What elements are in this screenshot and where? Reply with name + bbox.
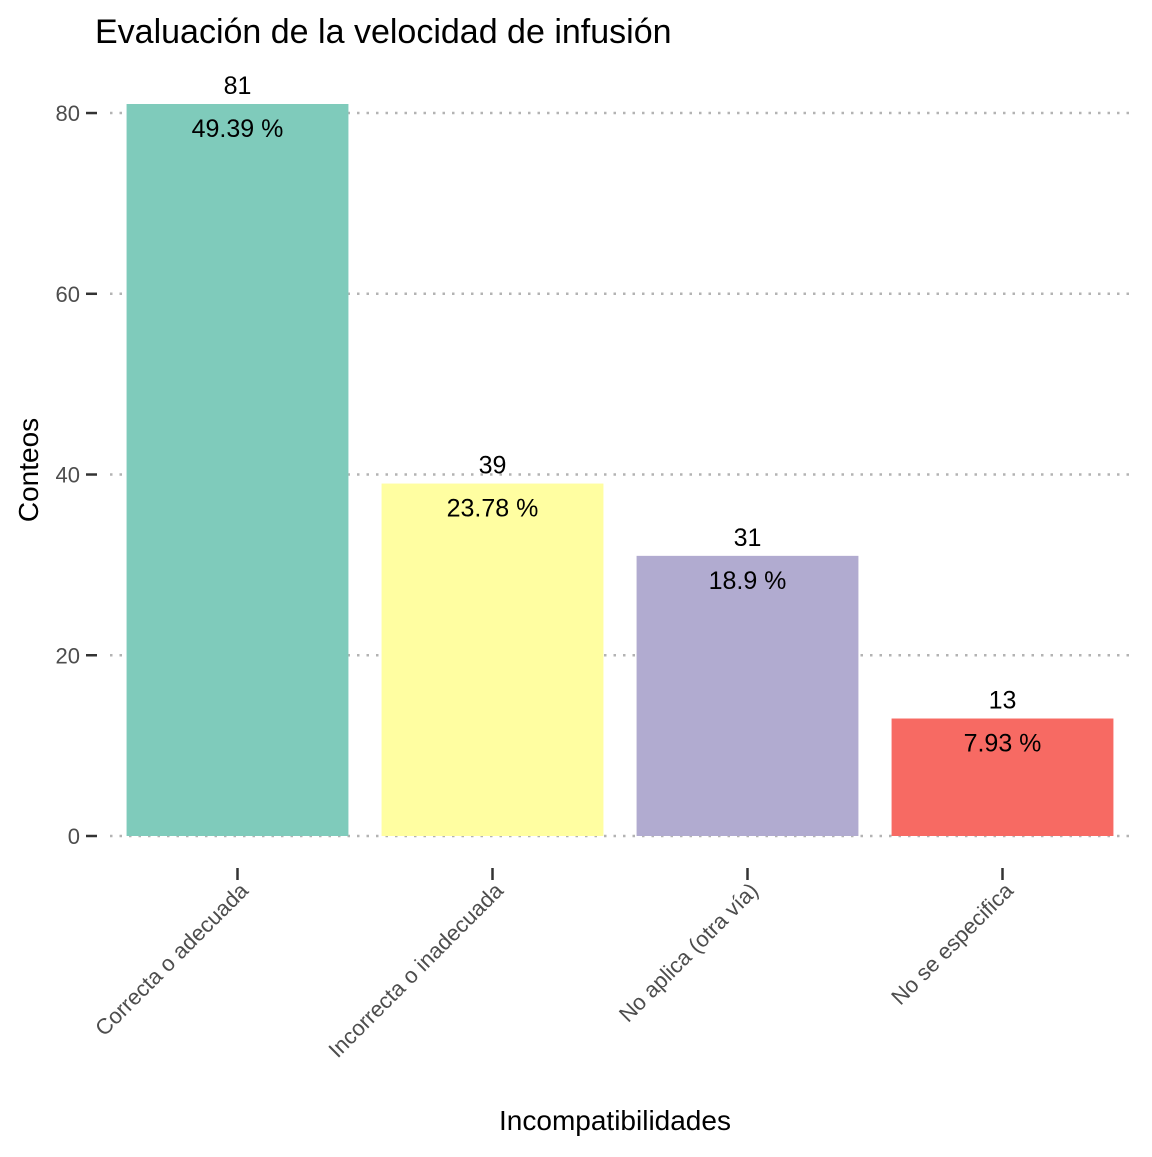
x-tick-label: Correcta o adecuada (90, 877, 254, 1041)
y-axis: 0 20 40 60 80 (56, 101, 97, 849)
y-tick-label: 40 (56, 463, 80, 488)
bar-percent-label: 49.39 % (192, 115, 284, 143)
bar (636, 555, 859, 836)
bar-value-label: 13 (989, 687, 1017, 715)
x-tick-label: No aplica (otra vía) (614, 878, 763, 1027)
bar (891, 718, 1114, 836)
x-tick-label: Incorrecta o inadecuada (323, 877, 508, 1062)
bar (126, 104, 349, 836)
y-tick-label: 60 (56, 282, 80, 307)
bar-value-label: 31 (734, 524, 762, 552)
x-tick-label: No se especifica (886, 877, 1018, 1009)
bar-value-label: 81 (224, 72, 252, 100)
bars (126, 104, 1114, 836)
chart-title: Evaluación de la velocidad de infusión (95, 13, 672, 51)
x-axis: Correcta o adecuada Incorrecta o inadecua… (90, 868, 1019, 1062)
x-axis-title: Incompatibilidades (499, 1105, 731, 1136)
bar (381, 483, 604, 836)
y-tick-label: 0 (68, 824, 80, 849)
y-tick-label: 80 (56, 101, 80, 126)
bar-value-label: 39 (479, 452, 507, 480)
y-axis-title: Conteos (13, 418, 44, 522)
bar-percent-label: 18.9 % (709, 567, 787, 595)
bar-percent-label: 23.78 % (447, 495, 539, 523)
data-labels: 81 49.39 % 39 23.78 % 31 18.9 % 13 7.93 % (192, 72, 1042, 758)
bar-percent-label: 7.93 % (964, 730, 1042, 758)
y-tick-label: 20 (56, 643, 80, 668)
